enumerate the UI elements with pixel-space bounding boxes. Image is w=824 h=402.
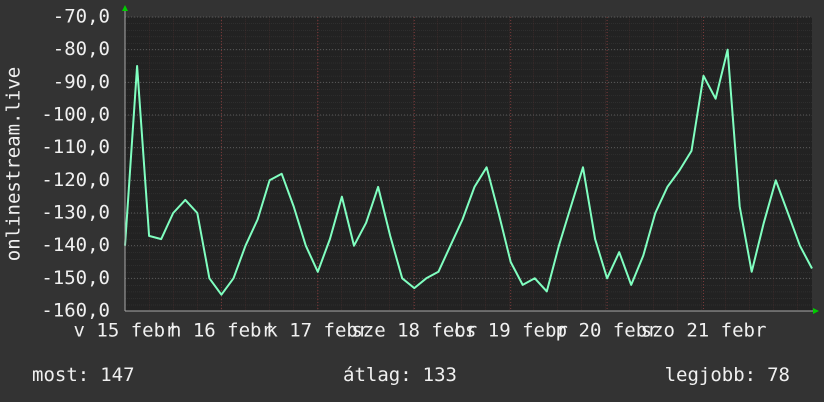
y-tick-label: -90,0 [53,71,110,93]
x-arrow [813,308,819,314]
x-tick-label: cs 19 febr [453,320,567,342]
stat-label: most: [32,364,89,386]
minor-grid [125,17,812,311]
y-tick-label: -160,0 [41,300,110,322]
x-tick-label: k 17 febr [266,320,369,342]
y-tick-label: -80,0 [53,38,110,60]
x-tick-label: h 16 febr [170,320,273,342]
data-line [124,48,813,296]
y-tick-label: -70,0 [53,6,110,28]
y-tick-label: -130,0 [41,202,110,224]
stat-label: átlag: [343,364,412,386]
x-tick-label: szo 21 febr [641,320,767,342]
footer-stat: most: 147 [32,364,135,386]
x-tick-label: p 20 febr [556,320,659,342]
footer-stat: legjobb: 78 [665,364,790,386]
x-tick-label: sze 18 febr [351,320,477,342]
y-tick-label: -100,0 [41,104,110,126]
y-arrow [122,5,128,11]
stat-label: legjobb: [665,364,757,386]
stat-value: 78 [767,364,790,386]
footer-stat: átlag: 133 [343,364,457,386]
y-tick-label: -150,0 [41,267,110,289]
y-tick-label: -120,0 [41,169,110,191]
stat-value: 147 [100,364,134,386]
y-tick-label: -140,0 [41,234,110,256]
y-tick-label: -110,0 [41,136,110,158]
x-tick-label: v 15 febr [74,320,177,342]
stat-value: 133 [423,364,457,386]
y-axis-label: onlinestream.live [3,67,25,261]
